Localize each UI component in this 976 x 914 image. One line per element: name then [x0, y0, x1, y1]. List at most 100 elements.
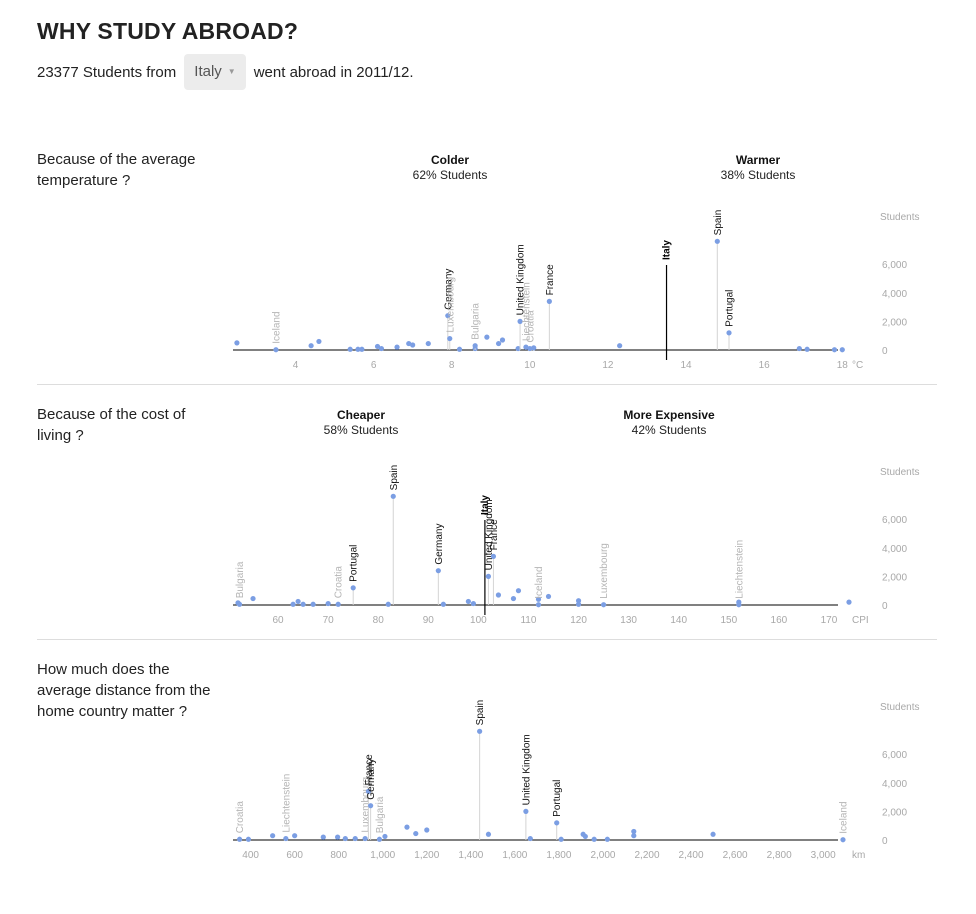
intro-sentence: 23377 Students from Italy ▼ went abroad …: [37, 54, 414, 90]
student-count: 23377: [37, 63, 79, 81]
country-label: Bulgaria: [375, 796, 386, 833]
data-point: [310, 601, 316, 607]
data-point: [490, 553, 497, 559]
data-point: [376, 836, 383, 842]
group-title: Colder: [431, 153, 469, 167]
data-point: [236, 601, 243, 607]
data-point: [839, 347, 845, 353]
x-tick-label: 120: [570, 615, 587, 626]
data-point: [283, 835, 289, 842]
group-subtitle: 38% Students: [721, 168, 796, 182]
country-label: Liechtenstein: [281, 774, 292, 833]
x-tick-label: 130: [620, 615, 637, 626]
data-point: [600, 602, 607, 608]
country-label: France: [545, 264, 556, 296]
data-point: [447, 335, 453, 342]
y-tick-label: 2,000: [882, 807, 907, 818]
section-divider: [37, 384, 937, 385]
country-label: Portugal: [552, 780, 563, 817]
country-label: Spain: [389, 465, 400, 491]
data-point: [510, 595, 517, 602]
country-label: Bulgaria: [235, 561, 246, 598]
group-subtitle: 42% Students: [632, 423, 707, 437]
data-point: [527, 345, 533, 352]
country-label: France: [364, 754, 375, 786]
data-point: [359, 346, 365, 352]
section-divider: [37, 639, 937, 640]
x-tick-label: 4: [293, 360, 299, 371]
data-point: [515, 345, 521, 352]
x-tick-label: 170: [821, 615, 838, 626]
data-point: [617, 343, 623, 349]
data-point: [374, 343, 381, 350]
country-label: France: [489, 519, 500, 551]
country-label: Croatia: [525, 310, 536, 343]
data-point: [831, 347, 838, 353]
intro-text-after: went abroad in 2011/12.: [253, 63, 414, 81]
data-point: [250, 595, 256, 602]
data-point: [347, 346, 353, 352]
x-tick-label: 2,000: [590, 850, 615, 861]
country-label: Liechtenstein: [521, 282, 532, 341]
x-tick-label: 1,800: [546, 850, 571, 861]
x-tick-label: 600: [286, 850, 303, 861]
data-point: [308, 343, 314, 349]
data-point: [234, 340, 240, 346]
x-tick-label: 10: [524, 360, 536, 371]
data-point: [413, 830, 419, 837]
country-label: Croatia: [334, 566, 345, 599]
data-point: [385, 601, 391, 607]
country-label: Germany: [443, 269, 454, 310]
data-point: [425, 340, 431, 347]
data-point: [410, 342, 416, 348]
data-point: [352, 835, 358, 842]
x-tick-label: 6: [371, 360, 377, 371]
data-point: [736, 602, 742, 608]
data-point: [325, 600, 331, 607]
x-tick-label: 2,800: [767, 850, 792, 861]
data-point: [237, 836, 243, 842]
x-tick-label: 1,600: [502, 850, 527, 861]
data-point: [575, 601, 582, 607]
y-tick-label: 4,000: [882, 544, 907, 555]
y-tick-label: 6,000: [882, 260, 907, 271]
x-tick-label: 12: [602, 360, 614, 371]
x-tick-label: 150: [720, 615, 737, 626]
y-tick-label: 6,000: [882, 750, 907, 761]
data-point: [575, 598, 582, 604]
country-label: Luxembourg: [599, 543, 610, 599]
data-point: [406, 340, 412, 347]
country-label: United Kingdom: [516, 244, 527, 315]
data-point: [499, 337, 506, 343]
data-point: [335, 834, 341, 840]
x-tick-label: 160: [771, 615, 788, 626]
data-point: [523, 808, 529, 815]
country-label: United Kingdom: [484, 499, 495, 570]
data-point: [394, 344, 400, 350]
country-label: Portugal: [725, 290, 736, 327]
page-title: WHY STUDY ABROAD?: [37, 18, 299, 44]
data-point: [558, 836, 564, 842]
question-temperature: Because of the average temperature ?: [37, 151, 196, 189]
data-point: [456, 346, 463, 352]
country-label: Germany: [366, 759, 377, 800]
chevron-down-icon: ▼: [227, 67, 236, 76]
data-point: [582, 833, 588, 840]
x-tick-label: 1,400: [458, 850, 483, 861]
data-point: [495, 592, 502, 598]
data-point: [515, 588, 522, 594]
x-tick-label: 2,400: [679, 850, 704, 861]
data-point: [270, 833, 276, 839]
data-point: [554, 820, 560, 826]
country-label: Portugal: [349, 545, 360, 582]
x-tick-label: 400: [242, 850, 259, 861]
data-point: [710, 831, 716, 837]
data-point: [527, 835, 533, 842]
data-point: [300, 601, 306, 607]
country-label: United Kingdom: [521, 734, 532, 805]
country-label: Luxembourg: [361, 777, 372, 833]
data-point: [484, 334, 490, 340]
y-tick-label: 4,000: [882, 289, 907, 300]
country-dropdown[interactable]: Italy ▼: [184, 54, 246, 90]
